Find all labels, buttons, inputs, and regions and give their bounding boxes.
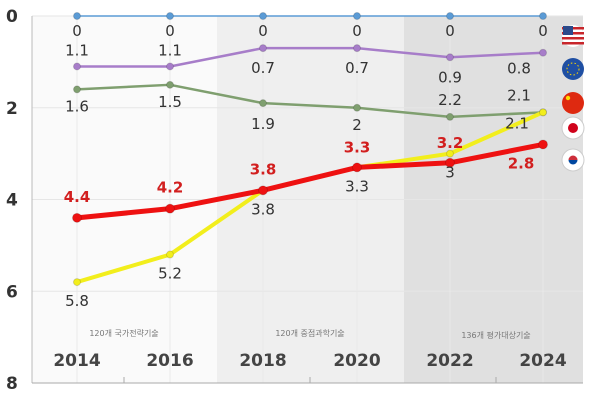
data-label: 0 bbox=[538, 22, 548, 40]
data-label: 2 bbox=[352, 116, 362, 134]
data-label: 2.1 bbox=[507, 86, 531, 104]
data-label: 3.3 bbox=[345, 177, 369, 195]
data-point bbox=[259, 99, 267, 108]
series-line-eu bbox=[77, 46, 544, 68]
data-point bbox=[353, 103, 361, 112]
data-point bbox=[353, 12, 361, 20]
flag-canton bbox=[563, 26, 573, 35]
data-label: 0 bbox=[165, 22, 175, 40]
data-label: 1.9 bbox=[251, 115, 275, 133]
data-label: 1.5 bbox=[158, 93, 182, 111]
band-label-1: 120개 국가전략기술 bbox=[89, 328, 158, 338]
y-tick-label: 8 bbox=[6, 374, 18, 394]
japan-flag-icon bbox=[561, 116, 585, 140]
x-tick-label: 2020 bbox=[333, 351, 380, 371]
flag-stars bbox=[566, 62, 580, 76]
data-point bbox=[259, 12, 267, 20]
y-tick-label: 2 bbox=[6, 99, 18, 119]
x-tick-label: 2022 bbox=[426, 351, 473, 371]
data-point bbox=[165, 203, 175, 214]
korea-flag-icon bbox=[561, 148, 585, 172]
data-point bbox=[258, 185, 268, 196]
data-point bbox=[73, 278, 81, 287]
data-point bbox=[352, 162, 362, 173]
data-label: 0 bbox=[352, 22, 362, 40]
china-flag-icon bbox=[562, 92, 584, 114]
flag-taeguk-top bbox=[568, 155, 578, 160]
flag-stripe bbox=[562, 37, 584, 40]
data-point bbox=[73, 85, 81, 94]
data-label: 5.2 bbox=[158, 265, 182, 283]
data-label: 0 bbox=[258, 22, 268, 40]
band-label-2: 120개 중점과학기술 bbox=[275, 328, 344, 338]
data-point bbox=[166, 250, 174, 259]
series-line-korea bbox=[76, 141, 544, 221]
data-label: 2.1 bbox=[505, 114, 529, 132]
data-point bbox=[446, 149, 454, 158]
data-point bbox=[259, 44, 267, 53]
eu-flag-icon bbox=[562, 58, 584, 80]
data-label: 3.8 bbox=[250, 160, 277, 178]
data-label: 1.1 bbox=[158, 41, 182, 59]
data-label: 1.1 bbox=[65, 41, 89, 59]
data-label: 2.8 bbox=[508, 154, 535, 172]
usa-flag-icon bbox=[562, 25, 584, 47]
data-point bbox=[353, 44, 361, 53]
data-label: 5.8 bbox=[65, 292, 89, 310]
data-label: 2.2 bbox=[438, 91, 462, 109]
data-label: 4.2 bbox=[157, 179, 184, 197]
flag-bg bbox=[562, 58, 584, 80]
data-point bbox=[538, 139, 548, 150]
data-label: 0.7 bbox=[345, 59, 369, 77]
flag-bg bbox=[562, 92, 584, 114]
data-point bbox=[72, 212, 82, 223]
data-point bbox=[166, 62, 174, 71]
flag-taeguk-bottom bbox=[568, 160, 578, 165]
data-label: 3.3 bbox=[344, 138, 371, 156]
data-point bbox=[446, 53, 454, 62]
y-tick-label: 0 bbox=[6, 7, 18, 27]
data-label: 3 bbox=[445, 164, 455, 182]
x-tick-label: 2024 bbox=[519, 351, 566, 371]
data-label: 0 bbox=[72, 22, 82, 40]
data-point bbox=[539, 12, 547, 20]
band-label-3: 136개 평가대상기술 bbox=[461, 330, 530, 340]
data-label: 3.8 bbox=[251, 200, 275, 218]
data-point bbox=[445, 157, 455, 168]
data-point bbox=[539, 108, 547, 117]
data-point bbox=[446, 112, 454, 121]
flag-stripe bbox=[562, 42, 584, 45]
data-point bbox=[446, 12, 454, 20]
data-label: 0.9 bbox=[438, 68, 462, 86]
data-label: 4.4 bbox=[64, 188, 91, 206]
flag-sun bbox=[568, 123, 578, 133]
data-point bbox=[539, 48, 547, 57]
x-tick-label: 2018 bbox=[239, 351, 286, 371]
y-tick-label: 4 bbox=[6, 191, 18, 211]
data-label: 0.7 bbox=[251, 59, 275, 77]
series-line-china bbox=[76, 83, 544, 119]
flag-star bbox=[565, 95, 571, 101]
data-label: 1.6 bbox=[65, 97, 89, 115]
data-label: 0 bbox=[445, 22, 455, 40]
x-tick-label: 2016 bbox=[146, 351, 193, 371]
data-label: 3.2 bbox=[437, 134, 464, 152]
data-point bbox=[166, 12, 174, 20]
data-point bbox=[166, 80, 174, 89]
y-tick-label: 6 bbox=[6, 282, 18, 302]
data-point bbox=[73, 12, 81, 20]
data-point bbox=[73, 62, 81, 71]
x-tick-label: 2014 bbox=[53, 351, 100, 371]
data-label: 0.8 bbox=[507, 60, 531, 78]
